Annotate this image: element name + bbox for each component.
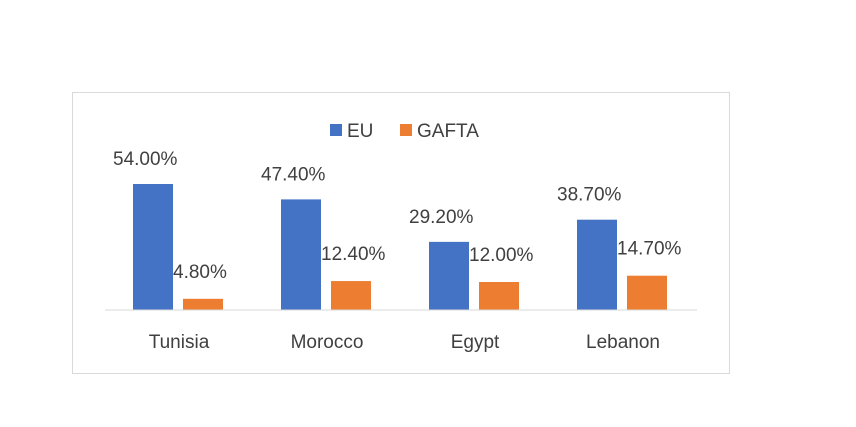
bar-eu-lebanon [577,219,617,310]
legend-swatch-gafta [400,124,412,136]
category-label-egypt: Egypt [451,332,500,353]
data-label-gafta-morocco: 12.40% [321,244,386,265]
data-label-eu-egypt: 29.20% [409,207,474,228]
data-label-gafta-tunisia: 4.80% [173,262,227,283]
bar-gafta-tunisia [183,298,223,310]
bar-gafta-morocco [331,281,371,310]
chart-area [72,92,730,374]
data-label-gafta-lebanon: 14.70% [617,239,682,260]
bar-eu-egypt [429,241,469,310]
category-label-tunisia: Tunisia [149,332,210,353]
data-label-eu-lebanon: 38.70% [557,185,622,206]
category-label-lebanon: Lebanon [586,332,660,353]
category-label-morocco: Morocco [291,332,364,353]
legend-swatch-eu [330,124,342,136]
bar-gafta-egypt [479,282,519,310]
data-label-eu-tunisia: 54.00% [113,149,178,170]
bar-eu-tunisia [133,184,173,310]
legend-label-gafta: GAFTA [417,121,479,142]
data-label-eu-morocco: 47.40% [261,164,326,185]
legend-label-eu: EU [347,121,373,142]
data-label-gafta-egypt: 12.00% [469,245,534,266]
bar-gafta-lebanon [627,275,667,310]
bar-eu-morocco [281,199,321,310]
